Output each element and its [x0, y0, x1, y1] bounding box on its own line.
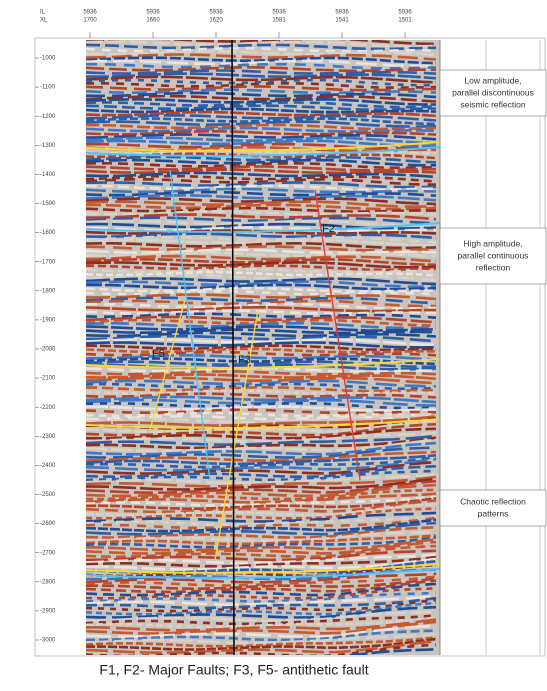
seismic-section: [86, 39, 440, 660]
depth-label: -1600: [40, 230, 56, 236]
top-tick-label: 1700: [83, 18, 97, 24]
top-tick-label: 5936: [398, 10, 412, 16]
annotation-text: patterns: [478, 508, 509, 518]
depth-label: -2600: [40, 521, 56, 527]
depth-label: -2100: [40, 376, 56, 382]
il-label: IL: [40, 10, 46, 16]
annotation-text: High amplitude,: [463, 238, 522, 248]
top-tick-label: 1501: [398, 18, 412, 24]
top-tick-label: 1620: [209, 18, 223, 24]
top-tick-label: 5936: [83, 10, 97, 16]
depth-label: -2500: [40, 492, 56, 498]
depth-label: -2900: [40, 608, 56, 614]
top-tick-label: 5936: [272, 10, 286, 16]
fault-label: F2: [322, 223, 335, 235]
fault-label: F3: [238, 354, 251, 366]
annotation-text: parallel continuous: [458, 250, 529, 260]
annotation-text: seismic reflection: [460, 99, 525, 109]
depth-label: -2700: [40, 550, 56, 556]
top-tick-label: 1581: [272, 18, 286, 24]
fault-label: F5: [152, 348, 165, 360]
top-tick-label: 1541: [335, 18, 349, 24]
depth-label: -1700: [40, 259, 56, 265]
depth-label: -1800: [40, 288, 56, 294]
annotation-text: Chaotic reflection: [460, 496, 526, 506]
depth-label: -1400: [40, 172, 56, 178]
depth-label: -1900: [40, 317, 56, 323]
depth-label: -2300: [40, 434, 56, 440]
depth-label: -1100: [40, 85, 56, 91]
depth-label: -1500: [40, 201, 56, 207]
caption: F1, F2- Major Faults; F3, F5- antithetic…: [99, 662, 368, 678]
depth-label: -1000: [40, 56, 56, 62]
top-tick-label: 5936: [335, 10, 349, 16]
xl-label: XL: [40, 18, 48, 24]
depth-label: -2800: [40, 579, 56, 585]
depth-label: -2000: [40, 347, 56, 353]
figure: IL XL F1, F2- Major Faults; F3, F5- anti…: [0, 0, 547, 686]
annotation-text: parallel discontinuous: [452, 87, 534, 97]
depth-label: -3000: [40, 638, 56, 644]
top-tick-label: 5936: [146, 10, 160, 16]
top-tick-label: 1660: [146, 18, 160, 24]
annotation-text: Low amplitude,: [464, 75, 521, 85]
depth-label: -1200: [40, 114, 56, 120]
top-tick-label: 5936: [209, 10, 223, 16]
page: {"header": {"il_label": "IL", "xl_label"…: [0, 0, 547, 686]
depth-label: -1300: [40, 143, 56, 149]
annotation-text: reflection: [476, 262, 511, 272]
depth-label: -2400: [40, 463, 56, 469]
depth-label: -2200: [40, 405, 56, 411]
